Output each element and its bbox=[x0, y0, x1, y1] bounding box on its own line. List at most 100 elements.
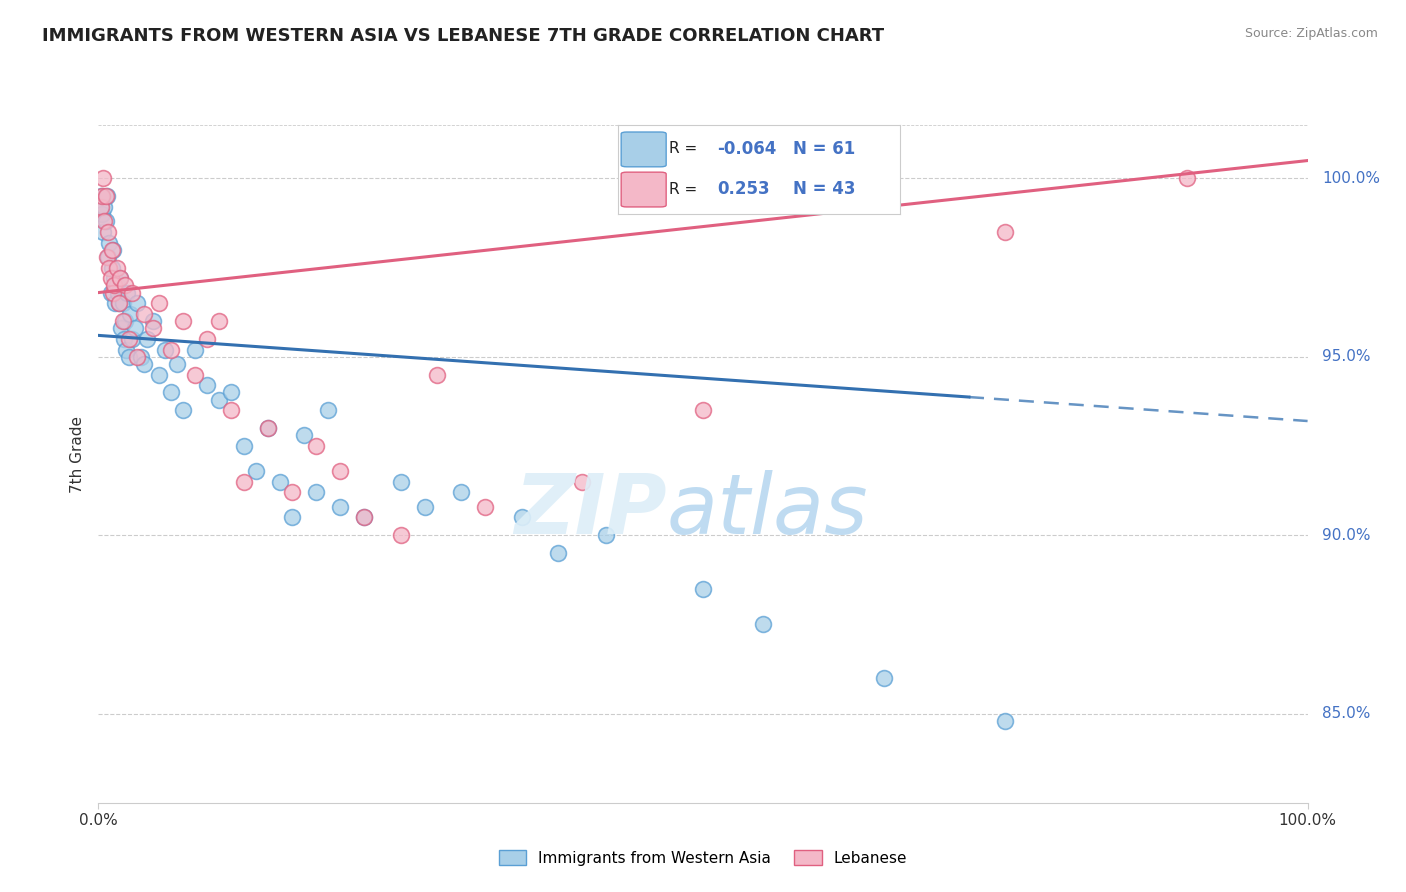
Text: IMMIGRANTS FROM WESTERN ASIA VS LEBANESE 7TH GRADE CORRELATION CHART: IMMIGRANTS FROM WESTERN ASIA VS LEBANESE… bbox=[42, 27, 884, 45]
Text: R =: R = bbox=[669, 142, 702, 156]
Point bbox=[100, 271, 122, 285]
Point bbox=[121, 332, 143, 346]
Point bbox=[118, 307, 141, 321]
Point bbox=[100, 243, 122, 257]
Point bbox=[134, 307, 156, 321]
Point bbox=[994, 714, 1017, 728]
Point bbox=[195, 332, 218, 346]
Text: N = 61: N = 61 bbox=[793, 140, 855, 158]
Point bbox=[100, 285, 122, 300]
Point bbox=[93, 214, 115, 228]
Text: 90.0%: 90.0% bbox=[1322, 528, 1371, 542]
Point bbox=[117, 285, 139, 300]
Point bbox=[837, 171, 859, 186]
Text: R =: R = bbox=[669, 182, 702, 196]
Point bbox=[281, 485, 304, 500]
Point bbox=[389, 528, 412, 542]
Text: N = 43: N = 43 bbox=[793, 180, 855, 198]
Point bbox=[692, 403, 714, 417]
Point bbox=[98, 260, 121, 275]
Point bbox=[111, 314, 134, 328]
Point bbox=[413, 500, 436, 514]
Point bbox=[103, 278, 125, 293]
Point bbox=[118, 350, 141, 364]
Text: atlas: atlas bbox=[666, 470, 869, 551]
Point bbox=[292, 428, 315, 442]
Point bbox=[221, 403, 243, 417]
Point bbox=[389, 475, 412, 489]
Point bbox=[153, 343, 176, 357]
Point bbox=[93, 200, 115, 214]
Point bbox=[115, 343, 138, 357]
Point bbox=[195, 378, 218, 392]
Point bbox=[208, 392, 231, 407]
Point bbox=[90, 189, 112, 203]
Text: 0.253: 0.253 bbox=[717, 180, 769, 198]
Point bbox=[96, 189, 118, 203]
Point bbox=[101, 243, 124, 257]
Point bbox=[752, 617, 775, 632]
Point bbox=[97, 225, 120, 239]
Text: 95.0%: 95.0% bbox=[1322, 350, 1371, 364]
Point bbox=[96, 250, 118, 264]
Point bbox=[160, 385, 183, 400]
Point bbox=[118, 332, 141, 346]
Point bbox=[127, 350, 149, 364]
Point bbox=[101, 285, 124, 300]
Point bbox=[108, 296, 131, 310]
Point bbox=[353, 510, 375, 524]
Point bbox=[103, 271, 125, 285]
Point bbox=[111, 296, 134, 310]
Point bbox=[329, 464, 352, 478]
Point bbox=[547, 546, 569, 560]
Point bbox=[1175, 171, 1198, 186]
Point bbox=[134, 357, 156, 371]
Point bbox=[269, 475, 291, 489]
Point bbox=[166, 357, 188, 371]
Text: 100.0%: 100.0% bbox=[1322, 171, 1381, 186]
Point bbox=[110, 321, 132, 335]
Point bbox=[100, 260, 122, 275]
Point bbox=[108, 296, 131, 310]
Legend: Immigrants from Western Asia, Lebanese: Immigrants from Western Asia, Lebanese bbox=[492, 844, 914, 871]
Point bbox=[184, 368, 207, 382]
Point bbox=[474, 500, 496, 514]
Point bbox=[124, 321, 146, 335]
Point bbox=[108, 271, 131, 285]
FancyBboxPatch shape bbox=[621, 132, 666, 167]
Point bbox=[221, 385, 243, 400]
Point bbox=[329, 500, 352, 514]
Point bbox=[127, 296, 149, 310]
Point bbox=[114, 314, 136, 328]
Point bbox=[208, 314, 231, 328]
Point bbox=[142, 321, 165, 335]
Point bbox=[148, 296, 170, 310]
Point bbox=[281, 510, 304, 524]
Point bbox=[129, 350, 152, 364]
Point bbox=[91, 171, 114, 186]
Point bbox=[873, 671, 896, 685]
Text: Source: ZipAtlas.com: Source: ZipAtlas.com bbox=[1244, 27, 1378, 40]
Point bbox=[160, 343, 183, 357]
Point bbox=[142, 314, 165, 328]
Point bbox=[97, 250, 120, 264]
Point bbox=[353, 510, 375, 524]
Point bbox=[172, 403, 194, 417]
Point bbox=[184, 343, 207, 357]
Point bbox=[571, 475, 593, 489]
Point bbox=[316, 403, 339, 417]
Point bbox=[121, 285, 143, 300]
Point bbox=[305, 485, 328, 500]
Point bbox=[112, 332, 135, 346]
Point bbox=[172, 314, 194, 328]
Point bbox=[148, 368, 170, 382]
Point bbox=[994, 225, 1017, 239]
Point bbox=[98, 235, 121, 250]
Point bbox=[91, 225, 114, 239]
Point bbox=[232, 475, 254, 489]
Point bbox=[91, 189, 114, 203]
Point bbox=[256, 421, 278, 435]
Point bbox=[510, 510, 533, 524]
Point bbox=[692, 582, 714, 596]
Y-axis label: 7th Grade: 7th Grade bbox=[70, 417, 86, 493]
